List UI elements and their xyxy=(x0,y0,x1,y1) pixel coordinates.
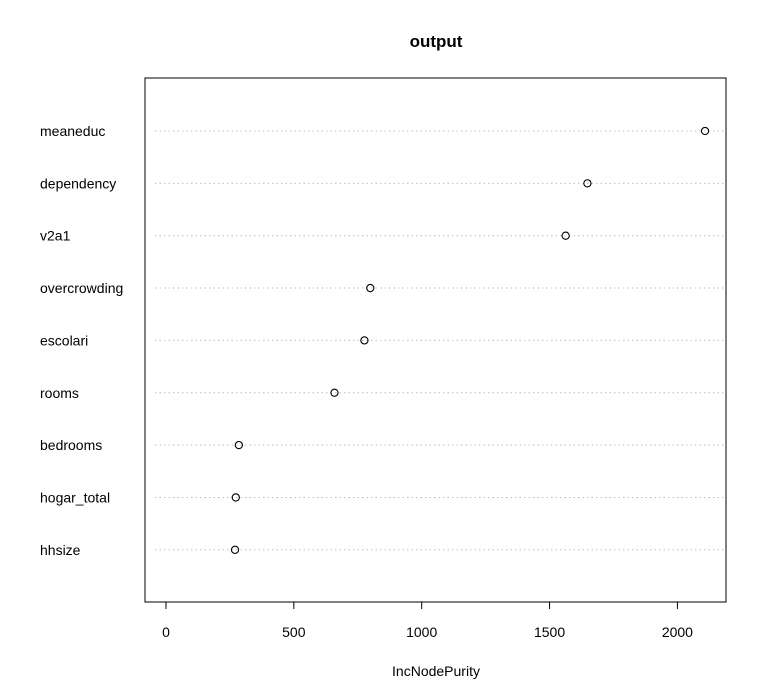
x-tick-label: 1500 xyxy=(534,624,565,640)
data-point xyxy=(561,231,570,240)
category-label: v2a1 xyxy=(40,228,71,244)
x-tick-label: 1000 xyxy=(406,624,437,640)
category-labels-layer: meaneduc dependency v2a1 overcrowding escola… xyxy=(40,123,123,558)
data-point xyxy=(231,493,240,502)
guide-lines-layer xyxy=(155,130,724,551)
x-tick-label: 0 xyxy=(162,624,170,640)
category-label: escolari xyxy=(40,332,88,348)
data-point xyxy=(366,283,375,293)
category-label: hogar_total xyxy=(40,489,110,505)
x-tick-label: 2000 xyxy=(662,624,693,640)
category-label: bedrooms xyxy=(40,437,102,453)
x-tick-label: 500 xyxy=(282,624,306,640)
data-point xyxy=(230,545,240,554)
data-point xyxy=(700,126,710,136)
category-label: overcrowding xyxy=(40,280,123,296)
category-label: dependency xyxy=(40,175,116,191)
chart-title: output xyxy=(410,32,463,51)
points-layer xyxy=(230,126,710,554)
x-axis-label: IncNodePurity xyxy=(392,663,480,679)
data-point xyxy=(330,388,339,397)
category-label: rooms xyxy=(40,385,79,401)
data-point xyxy=(583,179,592,188)
data-point xyxy=(234,440,243,450)
data-point xyxy=(360,336,369,345)
category-label: hhsize xyxy=(40,542,81,558)
category-label: meaneduc xyxy=(40,123,105,139)
x-axis: 0 500 1000 1500 2000 xyxy=(162,601,693,640)
